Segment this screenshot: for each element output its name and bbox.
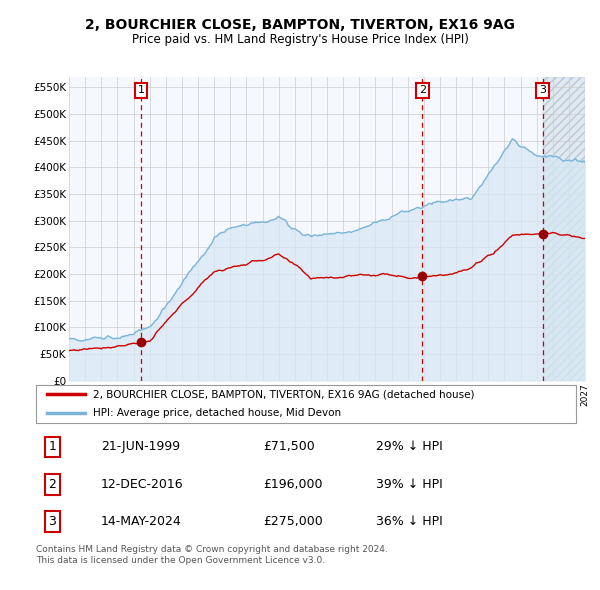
Text: HPI: Average price, detached house, Mid Devon: HPI: Average price, detached house, Mid …: [92, 408, 341, 418]
Text: 29% ↓ HPI: 29% ↓ HPI: [376, 441, 443, 454]
Text: Contains HM Land Registry data © Crown copyright and database right 2024.
This d: Contains HM Land Registry data © Crown c…: [36, 545, 388, 565]
Text: 2: 2: [48, 478, 56, 491]
Text: £196,000: £196,000: [263, 478, 322, 491]
Text: 12-DEC-2016: 12-DEC-2016: [101, 478, 184, 491]
Text: 2, BOURCHIER CLOSE, BAMPTON, TIVERTON, EX16 9AG: 2, BOURCHIER CLOSE, BAMPTON, TIVERTON, E…: [85, 18, 515, 32]
Text: £275,000: £275,000: [263, 515, 323, 528]
Text: 21-JUN-1999: 21-JUN-1999: [101, 441, 180, 454]
Text: 2, BOURCHIER CLOSE, BAMPTON, TIVERTON, EX16 9AG (detached house): 2, BOURCHIER CLOSE, BAMPTON, TIVERTON, E…: [92, 389, 474, 399]
Text: 1: 1: [48, 441, 56, 454]
Text: 3: 3: [48, 515, 56, 528]
Text: 39% ↓ HPI: 39% ↓ HPI: [376, 478, 443, 491]
Text: 2: 2: [419, 86, 426, 96]
Text: 36% ↓ HPI: 36% ↓ HPI: [376, 515, 443, 528]
Bar: [542, 77, 585, 381]
Text: 3: 3: [539, 86, 546, 96]
Text: 1: 1: [137, 86, 145, 96]
Text: Price paid vs. HM Land Registry's House Price Index (HPI): Price paid vs. HM Land Registry's House …: [131, 33, 469, 46]
Text: 14-MAY-2024: 14-MAY-2024: [101, 515, 182, 528]
Bar: [542, 77, 585, 381]
Text: £71,500: £71,500: [263, 441, 314, 454]
